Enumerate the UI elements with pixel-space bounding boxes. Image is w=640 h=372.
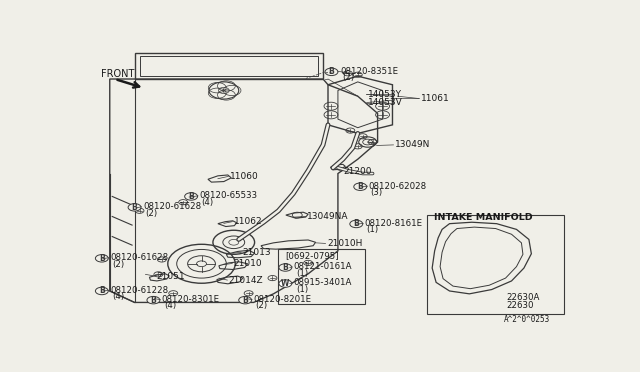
Text: (1): (1) [367, 225, 379, 234]
Text: 08120-62028: 08120-62028 [369, 182, 427, 190]
Text: (2): (2) [255, 301, 268, 310]
Text: B: B [357, 182, 363, 191]
Text: B: B [150, 296, 156, 305]
Text: B: B [99, 254, 105, 263]
Text: B: B [353, 219, 359, 228]
Text: B: B [243, 296, 248, 305]
Text: 08120-61628: 08120-61628 [143, 202, 201, 211]
Circle shape [185, 193, 198, 200]
Text: 14053Y: 14053Y [367, 90, 402, 99]
Text: INTAKE MANIFOLD: INTAKE MANIFOLD [434, 213, 532, 222]
Text: 08120-8351E: 08120-8351E [340, 67, 398, 76]
Text: (2): (2) [112, 260, 124, 269]
Text: B: B [99, 286, 105, 295]
Text: (1): (1) [296, 269, 308, 278]
Text: [0692-0795]: [0692-0795] [285, 251, 339, 260]
Text: (1): (1) [296, 285, 308, 294]
Text: (4): (4) [112, 292, 124, 301]
Text: B: B [282, 263, 288, 272]
Circle shape [128, 203, 141, 211]
Circle shape [95, 254, 108, 262]
Text: 08120-8301E: 08120-8301E [162, 295, 220, 304]
Text: (4): (4) [164, 301, 176, 310]
Text: 21051: 21051 [156, 272, 185, 280]
Text: 21013: 21013 [243, 248, 271, 257]
Text: 11060: 11060 [230, 172, 259, 181]
Text: (2): (2) [145, 209, 157, 218]
Text: 14053V: 14053V [367, 98, 403, 107]
Text: 08120-61228: 08120-61228 [110, 286, 168, 295]
Text: 21200: 21200 [343, 167, 371, 176]
Text: B: B [188, 192, 194, 201]
Circle shape [239, 296, 252, 304]
Text: B: B [328, 67, 334, 76]
Circle shape [279, 280, 292, 287]
Text: 13049NA: 13049NA [307, 212, 349, 221]
Text: B: B [132, 203, 138, 212]
Text: 22630: 22630 [507, 301, 534, 310]
Circle shape [95, 287, 108, 295]
Circle shape [325, 68, 338, 76]
Text: 21014Z: 21014Z [229, 276, 264, 285]
Text: W: W [281, 279, 289, 288]
Text: 11061: 11061 [420, 94, 449, 103]
Text: 21010: 21010 [234, 259, 262, 268]
Text: 13049N: 13049N [394, 140, 430, 150]
Text: 08120-8161E: 08120-8161E [365, 219, 423, 228]
Text: 08120-61628: 08120-61628 [110, 253, 168, 262]
Text: 08121-0161A: 08121-0161A [294, 262, 352, 272]
Circle shape [350, 220, 363, 228]
Text: (4): (4) [202, 198, 214, 207]
Text: 08120-8201E: 08120-8201E [253, 295, 312, 304]
Text: 21010H: 21010H [327, 239, 362, 248]
Bar [428, 215, 564, 314]
Text: A^2^0^0253: A^2^0^0253 [504, 315, 550, 324]
Text: (2): (2) [342, 73, 354, 82]
Text: 08120-65533: 08120-65533 [200, 191, 258, 201]
Text: FRONT: FRONT [101, 70, 134, 80]
Text: 22630A: 22630A [507, 292, 540, 302]
Text: 08915-3401A: 08915-3401A [294, 279, 352, 288]
Text: (3): (3) [371, 188, 383, 197]
Circle shape [147, 296, 160, 304]
Circle shape [354, 183, 367, 190]
Bar [278, 250, 365, 304]
Circle shape [279, 264, 292, 271]
Text: 11062: 11062 [234, 217, 262, 226]
